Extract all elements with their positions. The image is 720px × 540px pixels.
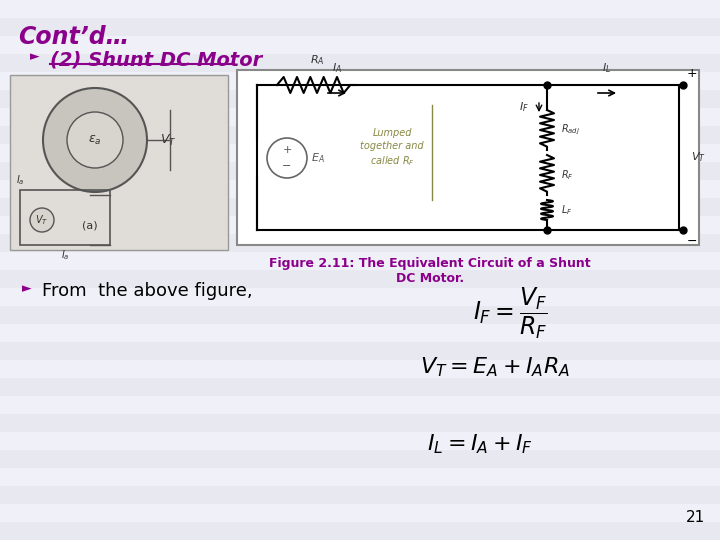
- Text: $V_T$: $V_T$: [160, 132, 176, 147]
- Bar: [0, 234, 720, 252]
- Text: $E_A$: $E_A$: [311, 151, 325, 165]
- Text: $I_L = I_A + I_F$: $I_L = I_A + I_F$: [427, 432, 533, 456]
- Bar: [0, 252, 720, 270]
- Bar: [0, 522, 720, 540]
- Bar: [0, 468, 720, 486]
- FancyBboxPatch shape: [10, 75, 228, 250]
- Text: −: −: [282, 161, 292, 171]
- Bar: [0, 126, 720, 144]
- Text: ►: ►: [22, 282, 32, 295]
- Text: $R_A$: $R_A$: [310, 53, 324, 67]
- Text: $I_F = \dfrac{V_F}{R_F}$: $I_F = \dfrac{V_F}{R_F}$: [472, 285, 547, 341]
- Bar: [0, 360, 720, 378]
- Text: 21: 21: [685, 510, 705, 525]
- Bar: [0, 108, 720, 126]
- Bar: [0, 324, 720, 342]
- Bar: [0, 342, 720, 360]
- Text: ►: ►: [30, 50, 40, 63]
- Text: $V_T$: $V_T$: [35, 213, 49, 227]
- Text: +: +: [687, 67, 698, 80]
- Circle shape: [67, 112, 123, 168]
- Bar: [0, 306, 720, 324]
- Bar: [0, 288, 720, 306]
- Bar: [0, 0, 720, 18]
- Text: Lumped
together and
called $R_F$: Lumped together and called $R_F$: [360, 127, 424, 168]
- Text: −: −: [687, 235, 698, 248]
- Text: From  the above figure,: From the above figure,: [42, 282, 253, 300]
- Text: $I_F$: $I_F$: [519, 100, 529, 114]
- Bar: [0, 90, 720, 108]
- Text: $\varepsilon_a$: $\varepsilon_a$: [89, 133, 102, 146]
- Bar: [0, 432, 720, 450]
- Text: Cont’d…: Cont’d…: [18, 25, 130, 49]
- Text: $V_T$: $V_T$: [691, 151, 706, 164]
- Bar: [0, 378, 720, 396]
- Bar: [0, 270, 720, 288]
- Bar: [0, 396, 720, 414]
- Text: $V_T = E_A + I_A R_A$: $V_T = E_A + I_A R_A$: [420, 355, 570, 379]
- Bar: [0, 144, 720, 162]
- Bar: [20, 190, 110, 245]
- Bar: [237, 70, 699, 245]
- Bar: [0, 216, 720, 234]
- Bar: [0, 414, 720, 432]
- Text: $L_F$: $L_F$: [561, 203, 572, 217]
- Circle shape: [43, 88, 147, 192]
- Text: $R_{adj}$: $R_{adj}$: [561, 123, 580, 137]
- Text: +: +: [282, 145, 292, 155]
- Bar: [0, 198, 720, 216]
- Bar: [0, 36, 720, 54]
- Text: $R_F$: $R_F$: [561, 168, 574, 182]
- Circle shape: [267, 138, 307, 178]
- Text: (a): (a): [82, 220, 98, 230]
- Text: (2) Shunt DC Motor: (2) Shunt DC Motor: [50, 50, 262, 69]
- Circle shape: [30, 208, 54, 232]
- Bar: [0, 504, 720, 522]
- Bar: [0, 162, 720, 180]
- Bar: [0, 72, 720, 90]
- Text: $I_a$: $I_a$: [16, 173, 24, 187]
- Bar: [0, 18, 720, 36]
- Text: $I_a$: $I_a$: [60, 248, 69, 262]
- Bar: [0, 450, 720, 468]
- Text: Figure 2.11: The Equivalent Circuit of a Shunt
DC Motor.: Figure 2.11: The Equivalent Circuit of a…: [269, 257, 591, 285]
- Bar: [0, 54, 720, 72]
- Text: $I_L$: $I_L$: [603, 61, 611, 75]
- Bar: [0, 180, 720, 198]
- Bar: [0, 486, 720, 504]
- Text: $I_A$: $I_A$: [332, 61, 342, 75]
